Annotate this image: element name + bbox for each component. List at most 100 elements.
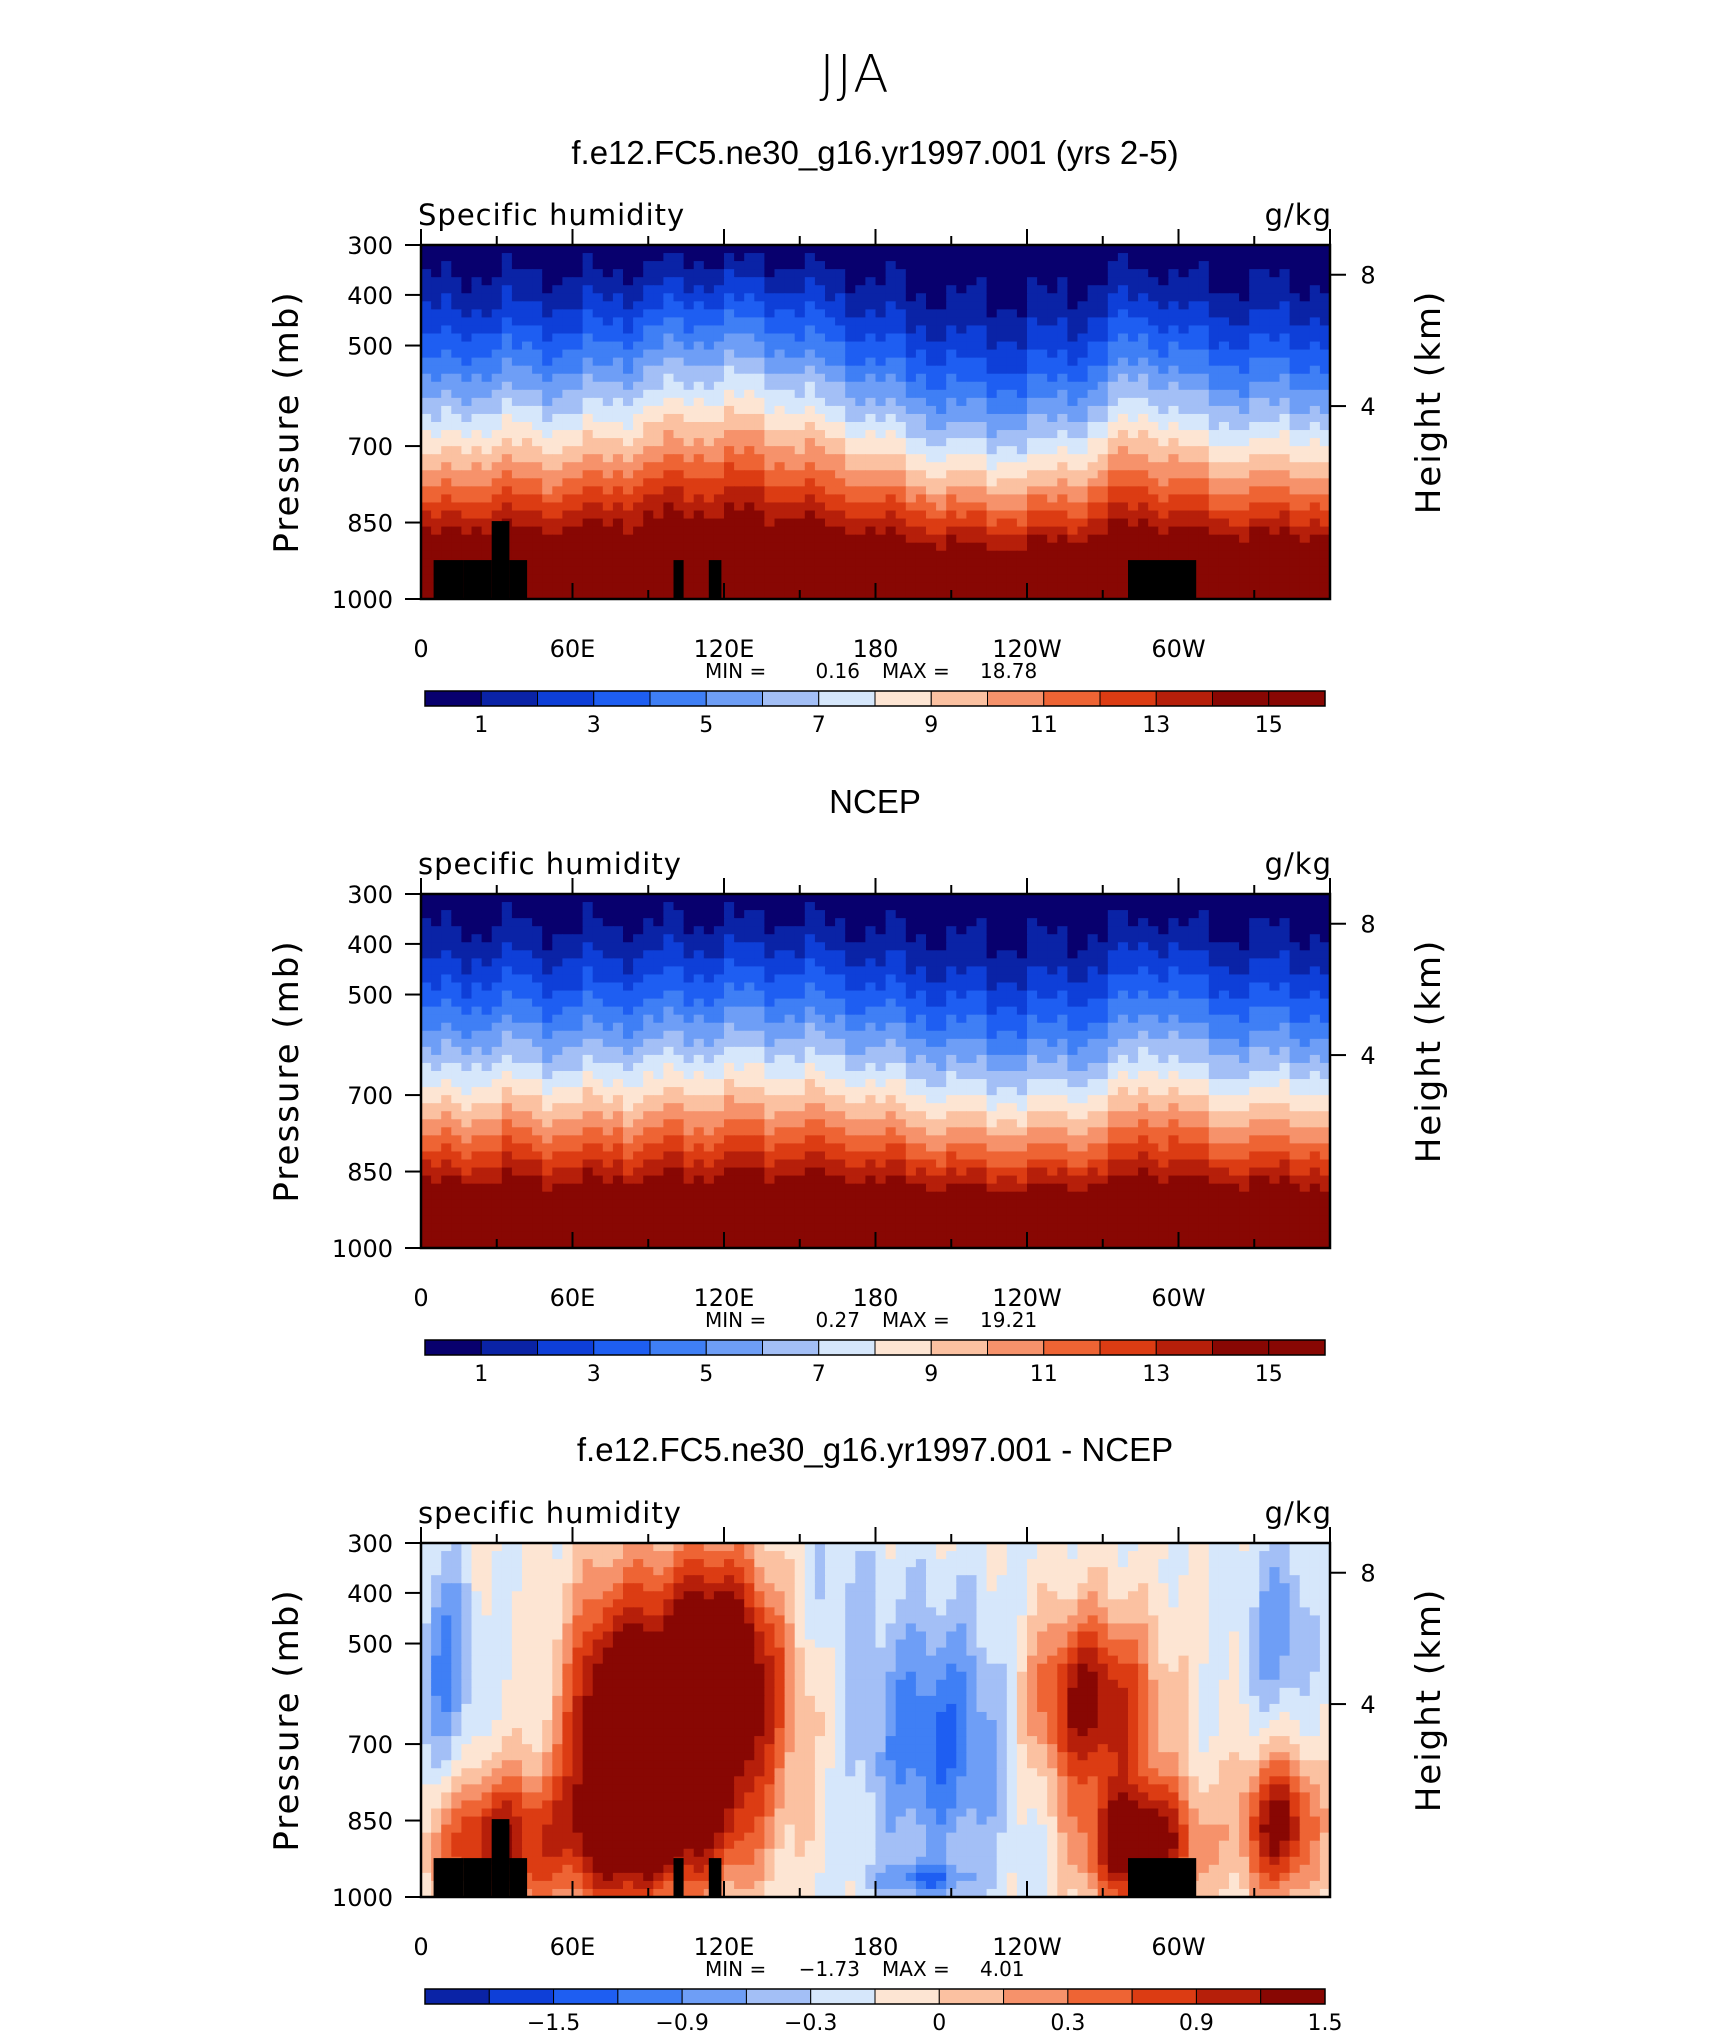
contour-cell [653,575,664,584]
contour-cell [855,406,866,415]
contour-cell [1047,966,1058,975]
contour-cell [653,374,664,383]
contour-cell [775,382,786,391]
contour-cell [1259,543,1270,552]
contour-cell [1047,382,1058,391]
contour-cell [532,470,543,479]
contour-cell [775,910,786,919]
contour-cell [815,350,826,359]
contour-cell [764,966,775,975]
contour-cell [1310,390,1321,399]
contour-cell [1057,926,1068,935]
contour-cell [1098,934,1109,943]
contour-cell [1158,894,1169,903]
contour-cell [977,535,988,544]
contour-cell [744,390,755,399]
contour-cell [1249,390,1260,399]
contour-cell [1249,261,1260,270]
contour-cell [926,494,937,503]
terrain-block [709,560,722,599]
contour-cell [997,301,1008,310]
contour-cell [492,894,503,903]
contour-cell [421,559,432,568]
contour-cell [977,575,988,584]
contour-cell [835,910,846,919]
contour-cell [896,398,907,407]
contour-cell [785,422,796,431]
contour-cell [1199,486,1210,495]
contour-cell [552,301,563,310]
contour-cell [855,926,866,935]
contour-cell [1158,454,1169,463]
contour-cell [734,575,745,584]
contour-cell [926,894,937,903]
contour-cell [603,551,614,560]
contour-cell [431,438,442,447]
contour-cell [633,406,644,415]
contour-cell [451,942,462,951]
contour-cell [876,366,887,375]
contour-cell [1067,918,1078,927]
contour-cell [886,966,897,975]
contour-cell [1158,462,1169,471]
contour-cell [1078,261,1089,270]
contour-cell [916,358,927,367]
contour-cell [674,454,685,463]
contour-cell [512,414,523,423]
contour-cell [1098,478,1109,487]
contour-cell [643,454,654,463]
contour-cell [492,414,503,423]
contour-cell [896,519,907,528]
contour-cell [1300,301,1311,310]
contour-cell [855,958,866,967]
contour-cell [1047,527,1058,536]
contour-cell [613,277,624,286]
contour-cell [461,511,472,520]
contour-cell [684,422,695,431]
contour-cell [775,502,786,511]
contour-cell [552,350,563,359]
contour-cell [1138,438,1149,447]
contour-cell [1199,527,1210,536]
contour-cell [1269,910,1280,919]
contour-cell [472,358,483,367]
contour-cell [1269,543,1280,552]
contour-cell [1067,494,1078,503]
contour-cell [845,942,856,951]
contour-cell [643,918,654,927]
contour-cell [593,966,604,975]
contour-cell [552,559,563,568]
contour-cell [815,422,826,431]
contour-cell [1078,342,1089,351]
contour-cell [633,958,644,967]
contour-cell [482,934,493,943]
contour-cell [744,462,755,471]
contour-cell [1108,454,1119,463]
contour-cell [1219,277,1230,286]
contour-cell [613,519,624,528]
contour-cell [512,398,523,407]
contour-cell [734,583,745,592]
contour-cell [1290,575,1301,584]
contour-cell [552,261,563,270]
contour-cell [573,910,584,919]
contour-cell [1199,414,1210,423]
contour-cell [663,261,674,270]
contour-cell [512,486,523,495]
contour-cell [1007,519,1018,528]
contour-cell [1259,374,1270,383]
contour-cell [734,966,745,975]
contour-cell [1017,406,1028,415]
contour-cell [926,293,937,302]
contour-cell [855,950,866,959]
contour-cell [956,494,967,503]
contour-cell [734,559,745,568]
colorbar-label: 5 [699,713,713,738]
contour-cell [492,486,503,495]
contour-cell [1057,285,1068,294]
contour-cell [421,253,432,262]
contour-cell [1158,966,1169,975]
contour-cell [1027,543,1038,552]
contour-cell [724,350,735,359]
contour-cell [1290,950,1301,959]
